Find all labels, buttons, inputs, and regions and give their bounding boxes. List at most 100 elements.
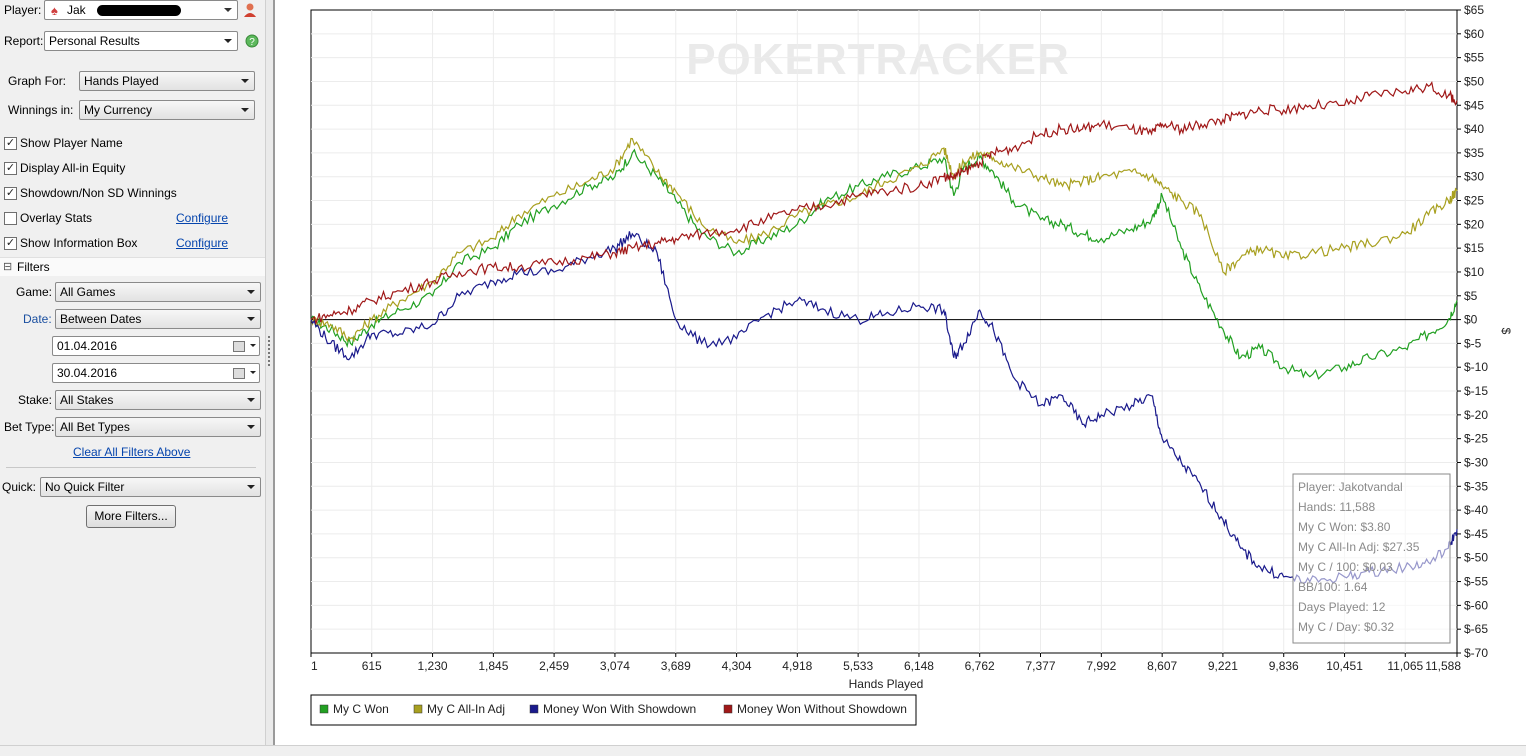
- spade-icon: ♠: [51, 3, 58, 18]
- show-player-name-checkbox[interactable]: ✓: [4, 137, 17, 150]
- y-tick-label: $-50: [1464, 551, 1488, 565]
- x-tick-label: 8,607: [1147, 659, 1177, 673]
- collapse-icon[interactable]: ⊟: [3, 261, 13, 273]
- stake-select[interactable]: All Stakes: [55, 390, 261, 410]
- series-line-0: [310, 148, 1458, 380]
- chevron-down-icon: [247, 317, 255, 321]
- legend-box: [310, 694, 917, 726]
- y-tick-label: $0: [1464, 313, 1478, 327]
- y-axis-title: $: [1499, 328, 1513, 335]
- x-tick-label: 11,588: [1425, 659, 1461, 673]
- x-tick-label: 2,459: [539, 659, 569, 673]
- svg-text:?: ?: [249, 37, 255, 48]
- graph-for-select[interactable]: Hands Played: [79, 71, 255, 91]
- overlay-stats-checkbox[interactable]: [4, 212, 17, 225]
- overlay-stats-label: Overlay Stats: [20, 211, 93, 225]
- y-tick-label: $-20: [1464, 408, 1488, 422]
- bet-type-select[interactable]: All Bet Types: [55, 417, 261, 437]
- x-tick-label: 10,451: [1326, 659, 1363, 673]
- y-tick-label: $60: [1464, 27, 1484, 41]
- y-tick-label: $20: [1464, 217, 1484, 231]
- plot-frame: [310, 9, 1458, 654]
- y-tick-label: $-70: [1464, 646, 1488, 660]
- filters-label: Filters: [17, 260, 50, 274]
- info-box-line: My C Won: $3.80: [1298, 520, 1391, 534]
- y-tick-label: $-35: [1464, 479, 1488, 493]
- winnings-label: Winnings in:: [8, 103, 74, 117]
- y-tick-label: $-45: [1464, 527, 1488, 541]
- y-tick-label: $-15: [1464, 384, 1488, 398]
- report-value: Personal Results: [49, 34, 140, 48]
- info-box-line: Player: Jakotvandal: [1298, 480, 1403, 494]
- date-to-field[interactable]: 30.04.2016: [52, 363, 260, 383]
- game-value: All Games: [60, 285, 116, 299]
- x-tick-label: 1,230: [418, 659, 448, 673]
- y-tick-label: $55: [1464, 51, 1484, 65]
- x-tick-label: 1,845: [478, 659, 508, 673]
- y-tick-label: $45: [1464, 98, 1484, 112]
- divider: [6, 467, 256, 468]
- settings-panel: Player: ♠ Jak Report: Personal Results ?…: [0, 0, 265, 755]
- x-tick-label: 5,533: [843, 659, 873, 673]
- user-icon[interactable]: [242, 2, 258, 18]
- report-select[interactable]: Personal Results: [44, 31, 238, 51]
- filters-header[interactable]: ⊟ Filters: [0, 257, 265, 276]
- calendar-icon[interactable]: [233, 341, 245, 352]
- legend-swatch: [723, 704, 733, 714]
- x-tick-label: 1: [311, 659, 318, 673]
- legend-swatch: [319, 704, 329, 714]
- y-tick-label: $-25: [1464, 432, 1488, 446]
- series-line-3: [310, 81, 1458, 325]
- date-from-field[interactable]: 01.04.2016: [52, 336, 260, 356]
- results-chart: POKERTRACKER $65 $60 $55 $50 $45 $40 $35 $30 $25 $…: [310, 3, 1513, 726]
- x-tick-label: 3,689: [661, 659, 691, 673]
- help-icon[interactable]: ?: [245, 34, 259, 48]
- overlay-stats-configure-link[interactable]: Configure: [176, 211, 229, 225]
- panel-splitter[interactable]: [265, 0, 275, 745]
- info-box-configure-link[interactable]: Configure: [176, 236, 229, 250]
- y-tick-label: $-65: [1464, 622, 1488, 636]
- chevron-down-icon: [224, 8, 232, 12]
- x-tick-label: 6,762: [965, 659, 995, 673]
- show-info-box-label: Show Information Box: [20, 236, 138, 250]
- player-select[interactable]: ♠ Jak: [44, 0, 238, 20]
- winnings-select[interactable]: My Currency: [79, 100, 255, 120]
- chart-area: POKERTRACKER $65 $60 $55 $50 $45 $40 $35 $30 $25 $…: [276, 0, 1526, 745]
- show-info-box-checkbox[interactable]: ✓: [4, 237, 17, 250]
- legend-label: My C All-In Adj: [427, 702, 505, 716]
- x-tick-label: 4,918: [782, 659, 812, 673]
- more-filters-button[interactable]: More Filters...: [86, 505, 176, 528]
- y-tick-label: $65: [1464, 3, 1484, 17]
- y-tick-label: $40: [1464, 122, 1484, 136]
- legend-swatch: [529, 704, 539, 714]
- legend-label: Money Won Without Showdown: [737, 702, 907, 716]
- game-select[interactable]: All Games: [55, 282, 261, 302]
- date-select[interactable]: Between Dates: [55, 309, 261, 329]
- y-tick-label: $-30: [1464, 455, 1488, 469]
- report-label: Report:: [4, 34, 44, 48]
- calendar-icon[interactable]: [233, 368, 245, 379]
- player-value: Jak: [67, 3, 86, 17]
- x-tick-label: 9,836: [1269, 659, 1299, 673]
- legend-label: My C Won: [333, 702, 389, 716]
- game-label: Game:: [16, 285, 53, 299]
- y-tick-label: $-10: [1464, 360, 1488, 374]
- x-axis-title: Hands Played: [849, 677, 924, 691]
- stake-value: All Stakes: [60, 393, 114, 407]
- x-tick-label: 4,304: [722, 659, 752, 673]
- display-allin-equity-label: Display All-in Equity: [20, 161, 126, 175]
- chevron-down-icon: [241, 108, 249, 112]
- chevron-down-icon: [250, 344, 256, 347]
- display-allin-equity-checkbox[interactable]: ✓: [4, 162, 17, 175]
- y-tick-label: $5: [1464, 289, 1478, 303]
- chevron-down-icon: [241, 79, 249, 83]
- clear-filters-link[interactable]: Clear All Filters Above: [73, 445, 191, 459]
- x-tick-label: 11,065: [1387, 659, 1423, 673]
- showdown-winnings-checkbox[interactable]: ✓: [4, 187, 17, 200]
- splitter-grip-icon[interactable]: [268, 336, 270, 366]
- y-tick-label: $10: [1464, 265, 1484, 279]
- graph-for-label: Graph For:: [8, 74, 67, 88]
- chevron-down-icon: [250, 371, 256, 374]
- pokertracker-watermark: POKERTRACKER: [686, 35, 1070, 84]
- quick-filter-select[interactable]: No Quick Filter: [40, 477, 261, 497]
